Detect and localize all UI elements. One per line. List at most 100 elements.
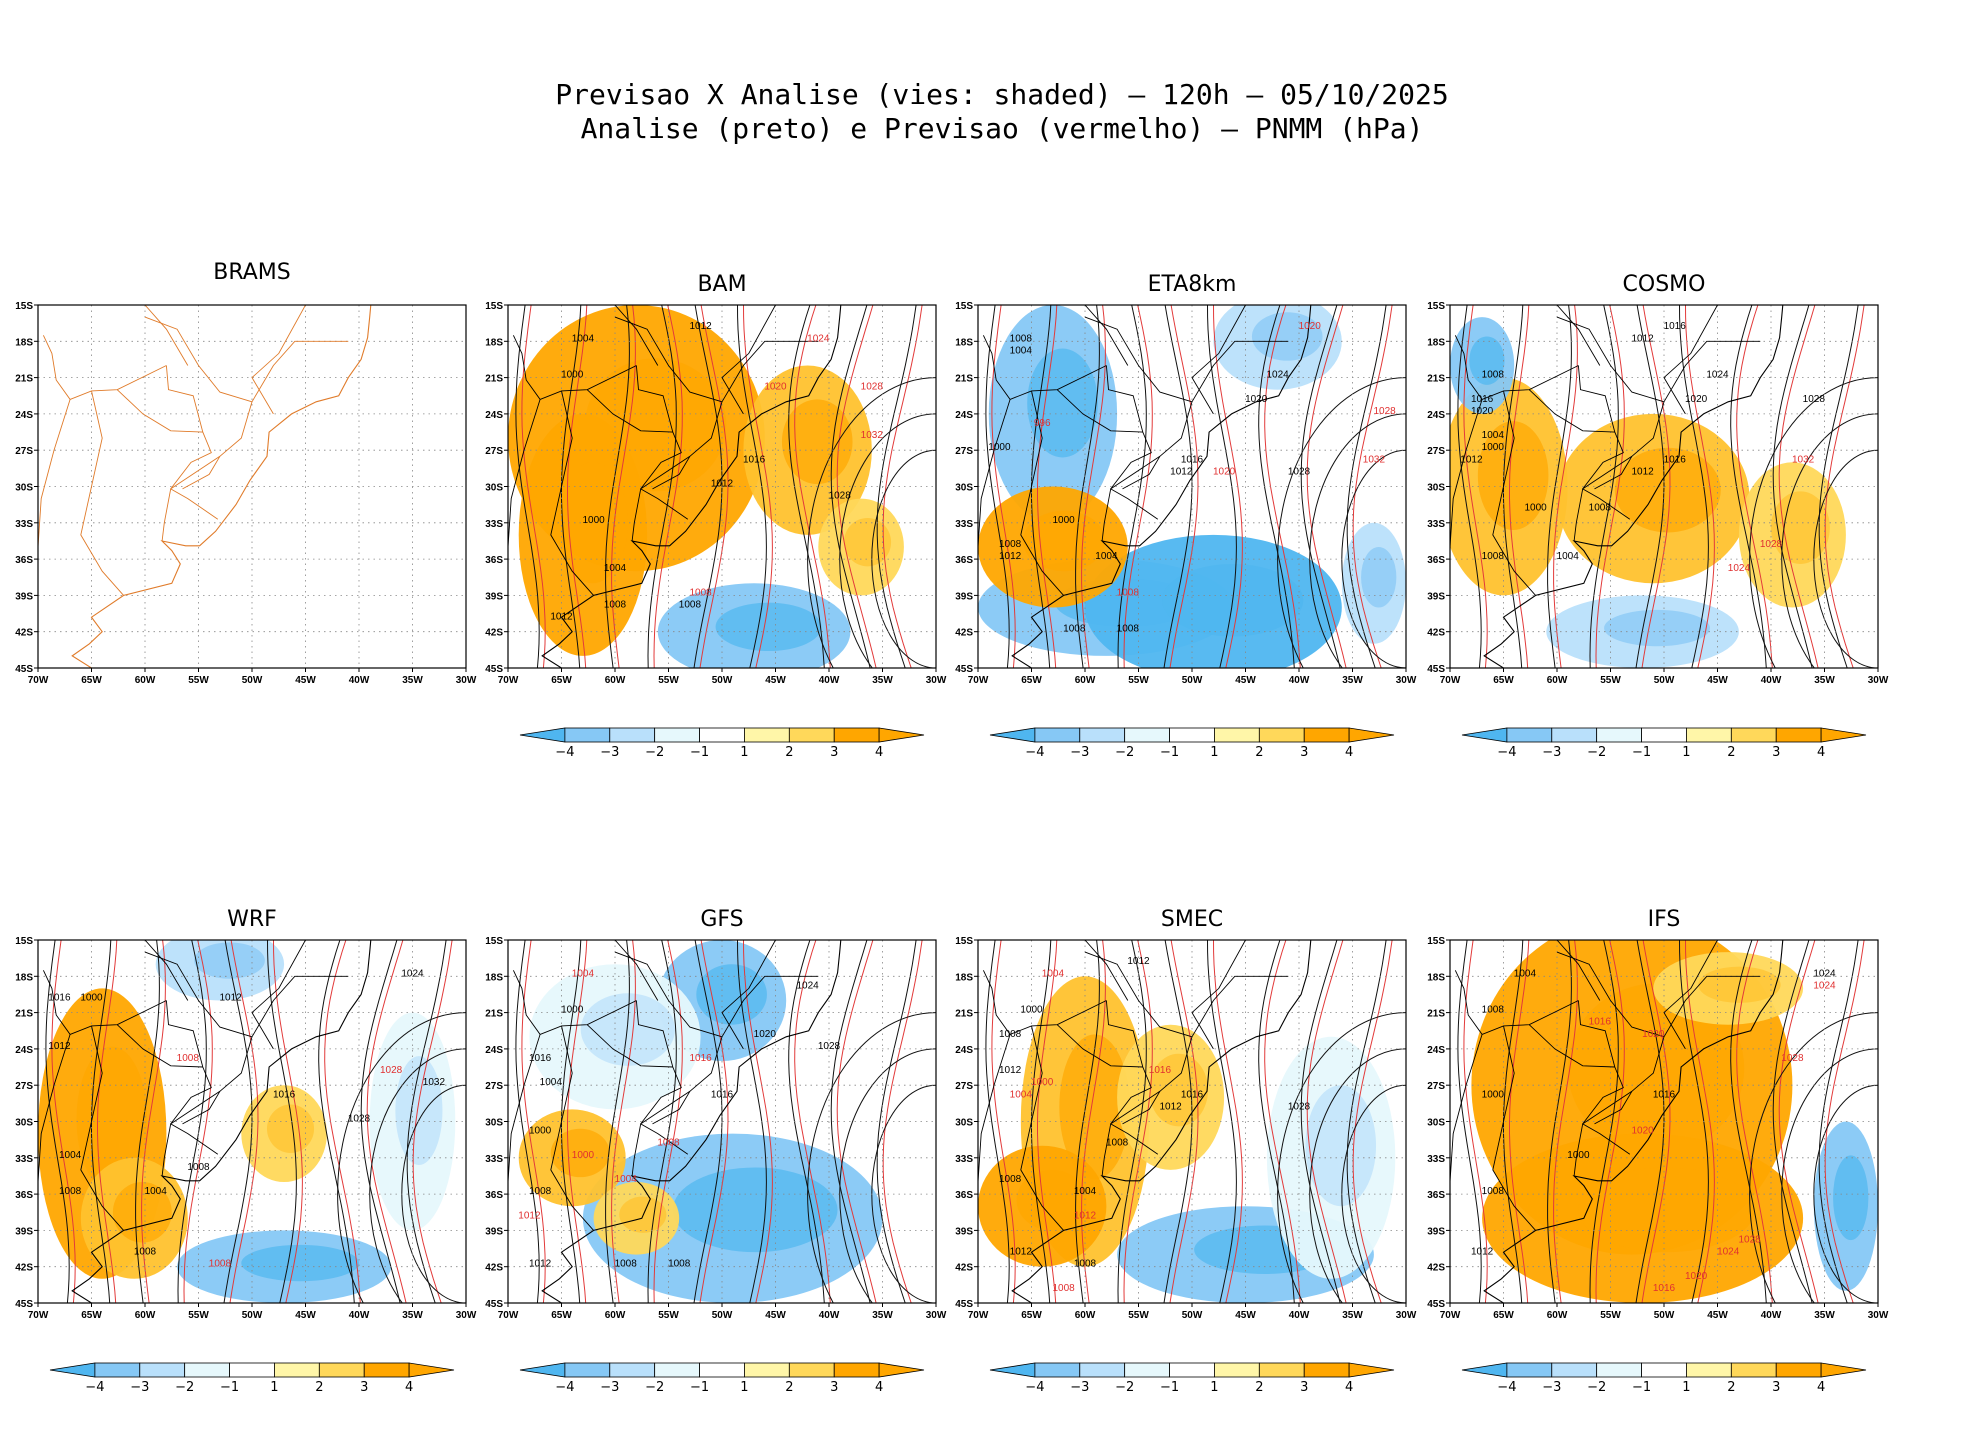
- contour-label: 1008: [1482, 370, 1505, 381]
- lat-tick-label: 33S: [15, 519, 33, 530]
- contour-label: 1016: [1181, 454, 1204, 465]
- lon-tick-label: 45W: [295, 675, 316, 686]
- contour-label: 1008: [999, 539, 1022, 550]
- contour-label: 1004: [615, 1174, 638, 1185]
- lat-tick-label: 21S: [1427, 1009, 1445, 1020]
- lat-tick-label: 30S: [15, 483, 33, 494]
- colorbar-cell: [1214, 727, 1260, 743]
- colorbar-cell: [654, 727, 700, 743]
- border-line: [586, 1024, 673, 1068]
- lat-tick-label: 21S: [955, 374, 973, 385]
- colorbar-cell: [1258, 727, 1305, 743]
- colorbar-cell: [1730, 727, 1777, 743]
- lon-tick-label: 55W: [1600, 1310, 1621, 1321]
- isobar-forecast: [1123, 305, 1153, 668]
- contour-label: 1032: [861, 430, 884, 441]
- lat-tick-label: 15S: [955, 936, 973, 947]
- contour-label: 1012: [1631, 466, 1654, 477]
- contour-label: 1000: [988, 442, 1011, 453]
- coastline: [38, 305, 372, 668]
- lon-tick-label: 55W: [658, 675, 679, 686]
- colorbar-label: −1: [1160, 1380, 1179, 1395]
- lat-tick-label: 39S: [15, 1226, 33, 1237]
- colorbar: −4 −3 −2 −1 1 2 3 4: [49, 1362, 455, 1395]
- isobar-forecast: [366, 940, 407, 1303]
- contour-label: 1016: [711, 1089, 734, 1100]
- lat-tick-label: 30S: [955, 483, 973, 494]
- contour-label: 1032: [1792, 454, 1815, 465]
- lon-tick-label: 55W: [1600, 675, 1621, 686]
- contour-label: 1008: [1106, 1138, 1129, 1149]
- border-line: [1556, 305, 1601, 366]
- panel-map-area: 1012 1016 1024 1028 1032 1028 1008 1004 1008 1008…: [38, 940, 466, 1303]
- border-line: [1110, 401, 1193, 490]
- contour-label: 1016: [1149, 1065, 1172, 1076]
- contour-label: 1016: [48, 993, 71, 1004]
- border-line: [1573, 1123, 1584, 1177]
- border-line: [116, 389, 203, 433]
- bias-core: [1149, 1053, 1209, 1127]
- colorbar-label: 4: [1817, 1380, 1825, 1395]
- contour-label: 1028: [1803, 394, 1826, 405]
- border-line: [721, 975, 819, 1038]
- lon-tick-label: 60W: [1547, 1310, 1568, 1321]
- colorbar-label: −2: [1115, 1380, 1134, 1395]
- border-line: [586, 389, 673, 433]
- lat-tick-label: 18S: [955, 337, 973, 348]
- lat-tick-label: 42S: [955, 628, 973, 639]
- isobar-forecast: [1509, 940, 1530, 1303]
- colorbar-label: 1: [740, 1380, 748, 1395]
- isobar-analysis: [1457, 305, 1482, 668]
- contour-label: 1000: [561, 370, 584, 381]
- panel-map-area: [38, 305, 466, 668]
- colorbar-label: 3: [830, 1380, 838, 1395]
- lat-tick-label: 45S: [1427, 664, 1445, 675]
- contour-label: 1004: [145, 1186, 168, 1197]
- contour-label: 1000: [80, 993, 103, 1004]
- panel-title: WRF: [227, 907, 277, 932]
- colorbar-label: 2: [785, 1380, 793, 1395]
- contour-label: 1028: [861, 382, 884, 393]
- lat-tick-label: 36S: [15, 1190, 33, 1201]
- colorbar-cell: [1820, 727, 1867, 743]
- contour-label: 1024: [1728, 563, 1751, 574]
- contour-label: 1020: [764, 382, 787, 393]
- isobar-analysis: [1589, 940, 1619, 1303]
- bias-core: [241, 1244, 359, 1282]
- colorbar-label: 2: [1727, 745, 1735, 760]
- contour-label: 1008: [1063, 624, 1086, 635]
- contour-label: 1028: [829, 491, 852, 502]
- contour-label: 1000: [1482, 442, 1505, 453]
- colorbar-cell: [1079, 727, 1126, 743]
- isobar-analysis: [1300, 305, 1341, 668]
- border-line: [652, 456, 691, 490]
- colorbar-cell: [989, 1362, 1036, 1378]
- lon-tick-label: 65W: [551, 1310, 572, 1321]
- border-line: [635, 1000, 689, 1155]
- colorbar-label: −4: [555, 1380, 574, 1395]
- colorbar-label: −2: [175, 1380, 194, 1395]
- lon-tick-label: 35W: [1814, 675, 1835, 686]
- lat-tick-label: 39S: [15, 591, 33, 602]
- lat-tick-label: 36S: [955, 1190, 973, 1201]
- bias-core: [715, 602, 822, 652]
- lat-tick-label: 18S: [485, 972, 503, 983]
- lat-tick-label: 24S: [955, 410, 973, 421]
- bias-core: [1604, 609, 1711, 647]
- contour-label: 1008: [604, 600, 627, 611]
- colorbar-cell: [833, 727, 880, 743]
- lat-tick-label: 21S: [15, 1009, 33, 1020]
- lat-tick-label: 15S: [485, 301, 503, 312]
- colorbar-cell: [184, 1362, 230, 1378]
- figure-title-line-1: Previsao X Analise (vies: shaded) — 120h…: [555, 78, 1448, 111]
- contour-label: 1000: [572, 1150, 595, 1161]
- border-line: [614, 316, 723, 403]
- colorbar-cell: [94, 1362, 141, 1378]
- border-line: [1191, 975, 1289, 1038]
- bias-core: [1469, 336, 1505, 385]
- border-line: [640, 1036, 723, 1125]
- panel-map-area: 1008100410081024102410281016100010001008…: [1450, 940, 1878, 1303]
- colorbar-cell: [1641, 1362, 1687, 1378]
- contour-label: 1024: [796, 980, 819, 991]
- lon-tick-label: 60W: [1075, 1310, 1096, 1321]
